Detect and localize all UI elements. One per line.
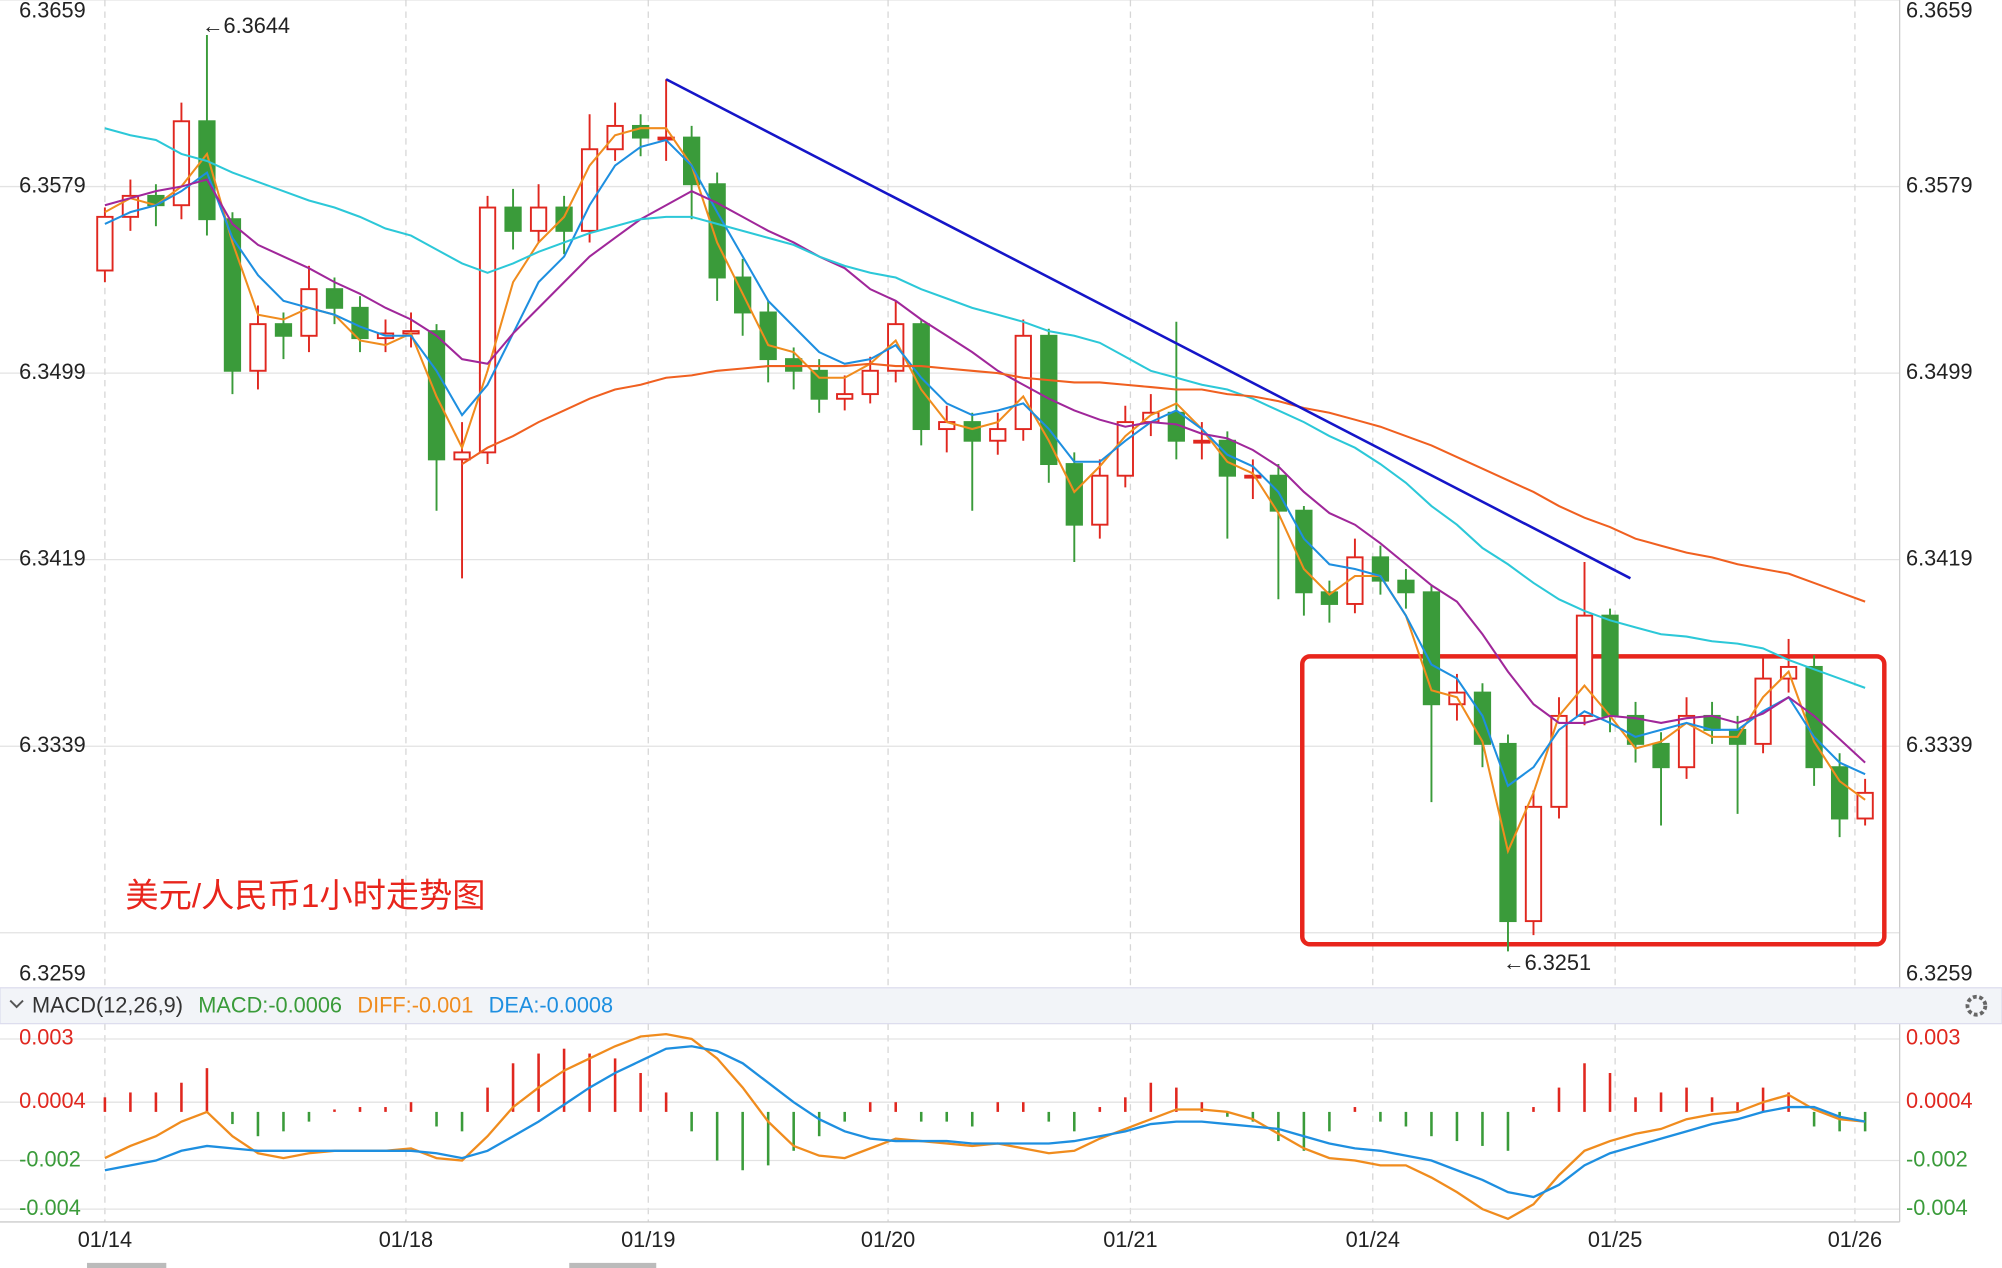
y2-tick-label: 0.0004 bbox=[1906, 1088, 1972, 1113]
x-tick-label: 01/24 bbox=[1346, 1227, 1400, 1252]
candle-body bbox=[1830, 766, 1849, 820]
y-tick-label: 0.0004 bbox=[19, 1088, 85, 1113]
x-tick-label: 01/19 bbox=[621, 1227, 675, 1252]
legend-entry: MACD:-0.0006 bbox=[198, 993, 342, 1018]
candle-body bbox=[810, 369, 828, 400]
candle-body bbox=[963, 421, 981, 442]
collapse-icon[interactable] bbox=[9, 999, 24, 1009]
candle-body bbox=[478, 206, 497, 454]
line-series bbox=[461, 362, 1866, 603]
y-tick-label: 6.3419 bbox=[19, 545, 85, 570]
candle-body bbox=[1601, 614, 1619, 717]
candle-body bbox=[1014, 334, 1032, 431]
y-tick-label: 6.3259 bbox=[19, 961, 85, 986]
candle-body bbox=[274, 323, 293, 337]
candle-body bbox=[1244, 474, 1262, 479]
annotation: ←6.3251 bbox=[1503, 950, 1591, 975]
candle-body bbox=[1065, 463, 1083, 526]
candle-body bbox=[759, 311, 777, 361]
candle-body bbox=[555, 206, 573, 232]
candle-body bbox=[1524, 805, 1543, 923]
candle-body bbox=[1116, 421, 1134, 477]
y2-tick-label: 6.3339 bbox=[1906, 732, 1972, 757]
candle-body bbox=[580, 148, 599, 232]
grid bbox=[0, 0, 1900, 1222]
scrollbar[interactable] bbox=[569, 1262, 657, 1268]
x-tick-label: 01/18 bbox=[379, 1227, 433, 1252]
legend-entry: MACD(12,26,9) bbox=[32, 993, 183, 1018]
y-tick-label: 6.3499 bbox=[19, 359, 85, 384]
candle-body bbox=[453, 451, 471, 461]
candle-body bbox=[1091, 474, 1109, 526]
candle-body bbox=[300, 288, 318, 337]
candle-body bbox=[504, 206, 522, 232]
line-series bbox=[104, 1032, 1866, 1221]
chart-title: 美元/人民币1小时走势图 bbox=[125, 878, 485, 915]
y-tick-label: 0.003 bbox=[19, 1025, 73, 1050]
annotation: ←6.3644 bbox=[202, 13, 290, 38]
candle-body bbox=[1856, 791, 1874, 820]
candle-body bbox=[631, 124, 650, 139]
candle-body bbox=[708, 183, 726, 279]
highlight-box bbox=[1300, 654, 1887, 947]
candle-body bbox=[223, 218, 242, 372]
y2-tick-label: 6.3259 bbox=[1906, 961, 1972, 986]
candle-body bbox=[172, 120, 191, 207]
y2-tick-label: 6.3579 bbox=[1906, 172, 1972, 197]
trendline bbox=[665, 78, 1632, 580]
candle-body bbox=[861, 369, 879, 396]
line-series bbox=[104, 127, 1866, 855]
y2-tick-label: 6.3659 bbox=[1906, 0, 1972, 22]
candle-body bbox=[198, 120, 216, 221]
line-series bbox=[104, 138, 1866, 788]
candle-body bbox=[1652, 742, 1670, 769]
x-tick-label: 01/25 bbox=[1588, 1227, 1642, 1252]
y-tick-label: 6.3579 bbox=[19, 172, 85, 197]
candle-body bbox=[249, 323, 267, 372]
candle-body bbox=[989, 428, 1007, 442]
candle-body bbox=[96, 215, 114, 272]
y2-tick-label: 6.3419 bbox=[1906, 545, 1972, 570]
y-tick-label: -0.002 bbox=[19, 1146, 81, 1171]
candle-body bbox=[836, 393, 854, 400]
y-tick-label: 6.3659 bbox=[19, 0, 85, 22]
x-tick-label: 01/21 bbox=[1103, 1227, 1157, 1252]
y-tick-label: 6.3339 bbox=[19, 732, 85, 757]
x-tick-label: 01/14 bbox=[78, 1227, 132, 1252]
candle-body bbox=[1295, 509, 1313, 594]
candle-body bbox=[1626, 714, 1645, 745]
line-series bbox=[104, 178, 1866, 764]
line-series bbox=[104, 127, 1866, 689]
candle-body bbox=[785, 358, 803, 372]
candle-body bbox=[1040, 334, 1058, 466]
settings-icon[interactable] bbox=[1965, 994, 1988, 1017]
candle-body bbox=[1575, 614, 1594, 717]
candle-body bbox=[606, 124, 624, 151]
y2-tick-label: -0.002 bbox=[1906, 1146, 1968, 1171]
x-tick-label: 01/26 bbox=[1828, 1227, 1882, 1252]
candle-body bbox=[1397, 579, 1415, 594]
candle-body bbox=[1320, 591, 1339, 605]
legend-entry: DEA:-0.0008 bbox=[489, 993, 613, 1018]
macd-header-bar bbox=[0, 987, 2002, 1025]
candle-body bbox=[1193, 439, 1211, 444]
scrollbar[interactable] bbox=[86, 1262, 167, 1268]
y2-tick-label: 6.3499 bbox=[1906, 359, 1972, 384]
line-series bbox=[104, 1045, 1866, 1199]
x-tick-label: 01/20 bbox=[861, 1227, 915, 1252]
y2-tick-label: 0.003 bbox=[1906, 1025, 1960, 1050]
candle-body bbox=[529, 206, 548, 232]
y-tick-label: -0.004 bbox=[19, 1195, 81, 1220]
candle-body bbox=[1677, 714, 1696, 769]
legend-entry: DIFF:-0.001 bbox=[357, 993, 473, 1018]
y2-tick-label: -0.004 bbox=[1906, 1195, 1968, 1220]
candle-body bbox=[325, 288, 344, 309]
